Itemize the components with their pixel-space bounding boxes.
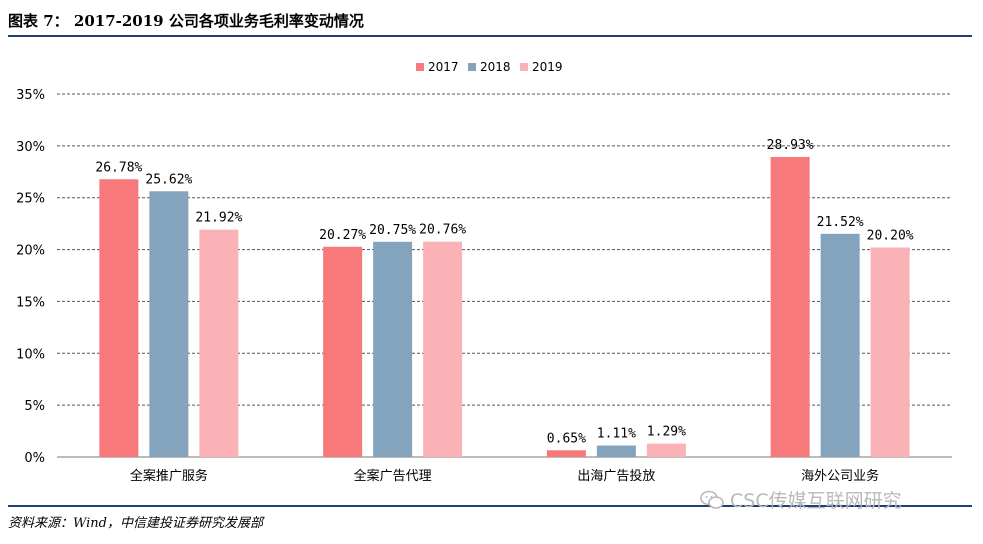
bar-chart: 0% 5% 10% 15% 20% 25% 30% 35% 26.78%25.62% 21.92%… <box>16 60 952 484</box>
y-tick-label: 35% <box>16 88 45 103</box>
data-label: 25.62% <box>145 172 192 187</box>
bar <box>546 450 586 457</box>
bar <box>323 246 363 457</box>
legend-entry: 2017 <box>428 60 459 74</box>
bar <box>149 191 189 457</box>
legend-entry: 2018 <box>480 60 511 74</box>
y-tick-label: 25% <box>16 192 45 207</box>
title-row: 图表 7： 2017-2019 公司各项业务毛利率变动情况 <box>8 4 973 34</box>
bar <box>820 233 860 457</box>
data-label: 20.76% <box>419 223 466 238</box>
title-rule <box>8 35 972 37</box>
data-label: 20.20% <box>867 228 914 243</box>
data-label: 20.27% <box>319 228 366 243</box>
bar <box>373 241 413 457</box>
y-tick-label: 30% <box>16 140 45 155</box>
wechat-icon <box>700 490 724 509</box>
data-label: 21.52% <box>817 215 864 230</box>
y-tick-label: 10% <box>16 347 45 362</box>
data-label: 1.29% <box>647 425 686 440</box>
chart-title: 图表 7： 2017-2019 公司各项业务毛利率变动情况 <box>8 12 364 30</box>
legend-swatch <box>468 63 476 71</box>
data-label: 28.93% <box>767 138 814 153</box>
y-tick-label: 15% <box>16 295 45 310</box>
watermark: CSC传媒互联网研究 <box>700 486 902 513</box>
x-tick-label: 全案推广服务 <box>130 468 208 484</box>
bar <box>423 241 463 457</box>
bar <box>596 445 636 457</box>
legend-entry: 2019 <box>532 60 563 74</box>
data-label: 0.65% <box>547 431 586 446</box>
bar <box>646 443 686 457</box>
bar <box>770 156 810 457</box>
legend-swatch <box>416 63 424 71</box>
y-tick-label: 5% <box>24 399 45 414</box>
y-tick-label: 20% <box>16 244 45 259</box>
data-label: 1.11% <box>597 426 636 441</box>
x-tick-label: 出海广告投放 <box>577 468 655 484</box>
x-tick-label: 全案广告代理 <box>354 468 432 484</box>
bar <box>199 229 239 457</box>
data-label: 20.75% <box>369 223 416 238</box>
legend-swatch <box>520 63 528 71</box>
source-note: 资料来源：Wind，中信建投证券研究发展部 <box>8 516 263 531</box>
source-rule <box>8 505 972 507</box>
data-label: 21.92% <box>195 211 242 226</box>
y-tick-label: 0% <box>24 451 45 466</box>
watermark-text: CSC传媒互联网研究 <box>730 490 902 512</box>
bar <box>870 247 910 457</box>
x-tick-label: 海外公司业务 <box>801 468 879 484</box>
data-label: 26.78% <box>95 160 142 175</box>
bar <box>99 179 139 457</box>
